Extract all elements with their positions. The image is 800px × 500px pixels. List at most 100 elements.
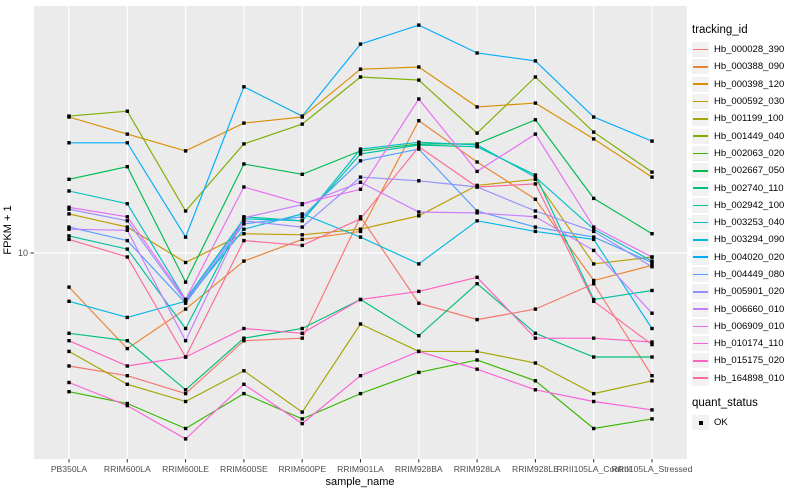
line-swatch-icon (693, 169, 708, 172)
data-point (592, 225, 596, 229)
line-swatch-icon (693, 290, 708, 293)
data-point (358, 42, 363, 46)
legend-entry-label: Hb_005901_020 (714, 286, 785, 298)
legend-entry-label: Hb_006909_010 (714, 320, 785, 332)
data-point (358, 147, 363, 151)
legend-entry-Hb_004020_020: Hb_004020_020 (692, 249, 798, 266)
data-point (242, 369, 246, 373)
data-point (125, 132, 129, 136)
data-point (242, 162, 246, 166)
data-point (183, 297, 188, 302)
data-point (533, 229, 538, 234)
data-point (592, 299, 596, 303)
data-point (533, 361, 538, 365)
data-point (592, 130, 596, 134)
legend-entry-Hb_000398_120: Hb_000398_120 (692, 76, 798, 93)
line-swatch-icon (693, 325, 708, 328)
legend-entry-Hb_003294_090: Hb_003294_090 (692, 231, 798, 248)
legend-entry-Hb_006909_010: Hb_006909_010 (692, 318, 798, 335)
data-point (592, 391, 596, 396)
quant-ok-label: OK (714, 417, 728, 429)
legend-entry-Hb_000028_390: Hb_000028_390 (692, 41, 798, 58)
tracking-legend-entries: Hb_000028_390 Hb_000388_090 Hb_000398_120 H… (692, 41, 798, 387)
data-point (183, 301, 188, 305)
data-point (358, 297, 363, 302)
data-point (300, 219, 304, 223)
data-point (242, 382, 246, 386)
data-point (300, 114, 304, 118)
data-point (125, 165, 129, 169)
data-point (67, 114, 71, 118)
legend-entry-label: Hb_002667_050 (714, 165, 785, 177)
data-point (183, 149, 188, 153)
legend-key (692, 215, 709, 231)
quant-ok-key (692, 415, 709, 431)
data-point (417, 214, 421, 218)
line-swatch-icon (693, 118, 708, 120)
data-point (417, 23, 421, 27)
legend-entry-Hb_002942_100: Hb_002942_100 (692, 197, 798, 214)
data-point (67, 205, 71, 209)
data-point (183, 437, 188, 441)
legend-key (692, 301, 709, 317)
data-point (417, 262, 421, 266)
data-point (358, 227, 363, 231)
data-point (300, 122, 304, 126)
line-swatch-icon (693, 342, 708, 345)
x-tick-label: RRIM600PE (278, 464, 326, 474)
data-point (125, 202, 129, 206)
data-point (533, 177, 538, 181)
data-point (592, 297, 596, 302)
data-point (300, 243, 304, 248)
legend-entry-Hb_015175_020: Hb_015175_020 (692, 352, 798, 369)
legend-entry-Hb_003253_040: Hb_003253_040 (692, 214, 798, 231)
data-point (475, 105, 479, 109)
data-point (183, 235, 188, 239)
data-point (125, 215, 129, 219)
x-tick-label: PB350LA (51, 464, 88, 474)
legend-key (692, 145, 709, 161)
data-point (242, 259, 246, 263)
legend-key (692, 318, 709, 334)
x-tick-label: RRII105LA_Stressed (612, 464, 693, 474)
legend-entry-label: Hb_000592_030 (714, 96, 785, 108)
line-swatch-icon (693, 100, 708, 103)
x-tick-label: RRIM928LE (512, 464, 559, 474)
data-point (67, 285, 71, 289)
data-point (300, 202, 304, 206)
data-point (358, 152, 363, 156)
data-point (650, 232, 654, 236)
data-point (125, 403, 129, 408)
data-point (242, 238, 246, 243)
data-point (417, 334, 421, 338)
data-point (300, 233, 304, 237)
data-point (650, 408, 654, 412)
legend-key (692, 180, 709, 196)
data-point (183, 339, 188, 343)
data-point (125, 255, 129, 259)
legend-entry-label: Hb_003253_040 (714, 217, 785, 229)
data-point (417, 210, 421, 214)
data-point (417, 349, 421, 354)
legend-key (692, 42, 709, 58)
legend-entry-label: Hb_003294_090 (714, 234, 785, 246)
data-point (417, 301, 421, 305)
legend-key (692, 249, 709, 265)
data-point (67, 207, 71, 211)
data-point (300, 215, 304, 219)
data-point (533, 132, 538, 136)
data-point (475, 169, 479, 174)
x-tick-label: RRIM901LA (337, 464, 384, 474)
square-point-icon (698, 420, 703, 425)
legend-key (692, 284, 709, 300)
data-point (650, 342, 654, 347)
line-swatch-icon (693, 83, 708, 86)
legend-entry-Hb_002740_110: Hb_002740_110 (692, 179, 798, 196)
legend-entry-Hb_005901_020: Hb_005901_020 (692, 283, 798, 300)
data-point (183, 399, 188, 404)
legend-entry-Hb_000592_030: Hb_000592_030 (692, 93, 798, 110)
data-point (475, 358, 479, 362)
legend-entry-Hb_002667_050: Hb_002667_050 (692, 162, 798, 179)
data-point (183, 326, 188, 331)
data-point (300, 237, 304, 242)
